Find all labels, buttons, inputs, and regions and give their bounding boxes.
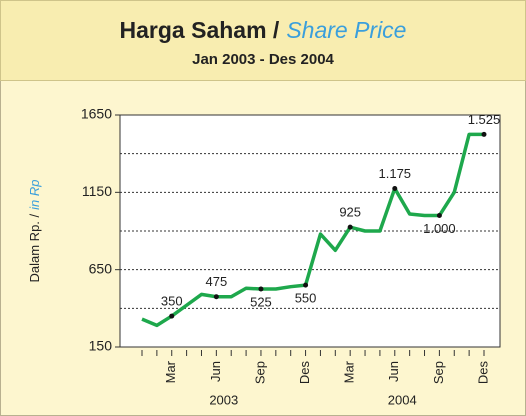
- subtitle: Jan 2003 - Des 2004: [192, 51, 334, 68]
- year-label: 2004: [388, 392, 417, 407]
- data-point: [303, 282, 309, 288]
- data-point: [481, 131, 487, 137]
- x-tick-label: Des: [297, 361, 312, 385]
- x-tick-label: Sep: [252, 361, 267, 384]
- data-label: 1.000: [423, 221, 456, 236]
- data-point: [258, 286, 264, 292]
- data-point: [213, 294, 219, 300]
- y-tick-label: 1150: [82, 183, 112, 199]
- title-main: Harga Saham /: [120, 17, 280, 43]
- data-label: 1.525: [468, 112, 501, 127]
- x-tick-label: Mar: [342, 360, 357, 383]
- data-label: 925: [339, 205, 361, 220]
- data-point: [392, 185, 398, 191]
- data-label: 550: [295, 291, 317, 306]
- data-label: 350: [161, 294, 183, 309]
- y-label-main: Dalam Rp. /: [27, 213, 42, 282]
- data-label: 525: [250, 294, 272, 309]
- title-panel: [0, 0, 526, 81]
- y-tick-label: 650: [89, 260, 113, 276]
- data-point: [347, 224, 353, 230]
- data-label: 475: [205, 274, 227, 289]
- chart-title: Harga Saham / Share Price: [120, 17, 407, 43]
- x-tick-label: Sep: [431, 361, 446, 384]
- year-label: 2003: [209, 392, 238, 407]
- data-label: 1.175: [379, 166, 412, 181]
- title-highlight: Share Price: [286, 17, 406, 43]
- y-tick-label: 1650: [81, 106, 112, 122]
- data-point: [436, 213, 442, 219]
- data-point: [169, 313, 175, 319]
- y-axis-label: Dalam Rp. / in Rp: [27, 180, 42, 283]
- x-tick-label: Des: [475, 361, 490, 385]
- y-tick-label: 150: [89, 338, 113, 354]
- x-tick-label: Jun: [386, 361, 401, 382]
- x-tick-label: Jun: [208, 361, 223, 382]
- price-line: [141, 132, 484, 328]
- x-tick-label: Mar: [163, 360, 178, 383]
- y-label-highlight: in Rp: [27, 180, 42, 210]
